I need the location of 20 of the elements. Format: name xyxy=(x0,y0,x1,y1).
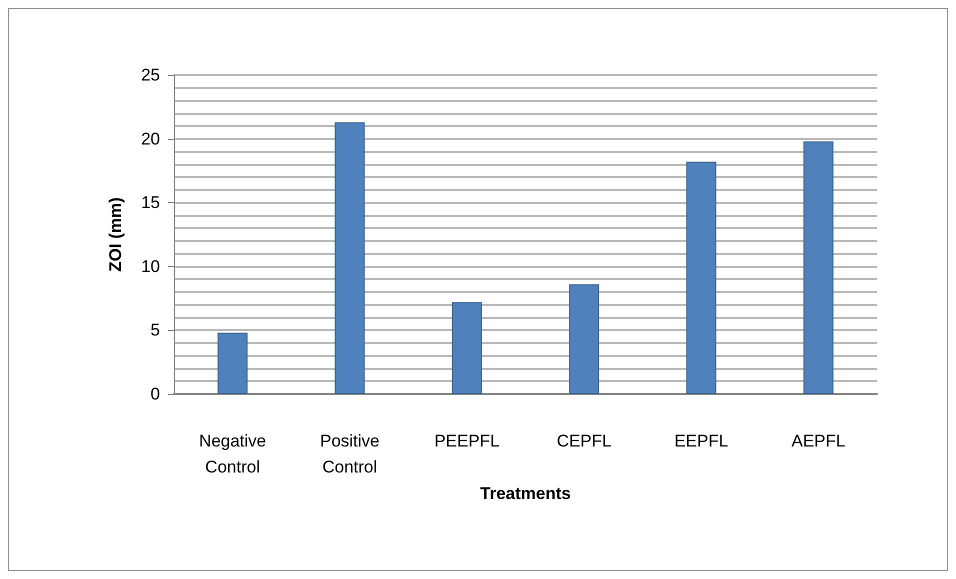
bar xyxy=(686,162,716,394)
bar xyxy=(452,302,482,394)
x-tick-label: Positive Control xyxy=(320,432,380,476)
x-axis-title: Treatments xyxy=(480,484,571,503)
bar xyxy=(334,122,365,394)
bar xyxy=(218,332,248,394)
x-tick-label: EEPFL xyxy=(674,432,728,450)
bar xyxy=(569,284,600,394)
x-tick-label: AEPFL xyxy=(791,432,846,450)
y-tick-label: 10 xyxy=(141,256,160,276)
x-tick-label: PEEPFL xyxy=(434,432,500,450)
y-tick-label: 5 xyxy=(150,320,160,340)
y-axis-title: ZOI (mm) xyxy=(106,197,125,272)
y-tick-label: 15 xyxy=(141,193,160,212)
x-tick-label: CEPFL xyxy=(556,432,612,450)
y-tick-label: 25 xyxy=(141,66,160,84)
bar xyxy=(803,141,834,394)
x-tick-label: Negative Control xyxy=(199,432,266,476)
y-tick-label: 0 xyxy=(150,384,160,404)
y-tick-label: 20 xyxy=(141,129,160,148)
